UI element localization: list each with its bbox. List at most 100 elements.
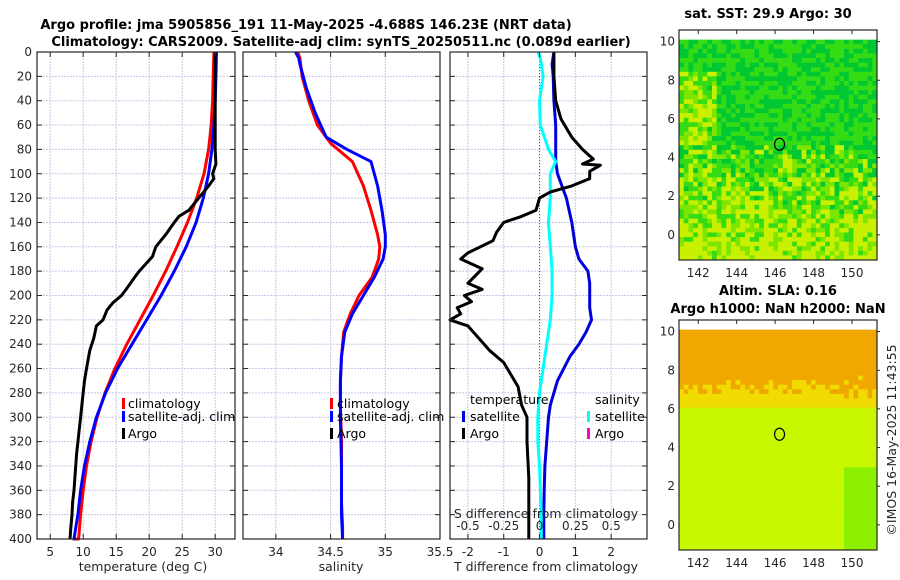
map-cell xyxy=(683,343,689,349)
map-cell xyxy=(796,522,803,528)
map-cell xyxy=(820,384,826,390)
map-cell xyxy=(782,99,788,105)
map-cell xyxy=(834,195,840,201)
map-cell xyxy=(683,357,689,363)
map-cell xyxy=(815,453,821,459)
map-cell xyxy=(730,338,737,344)
map-cell xyxy=(768,490,774,496)
map-cell xyxy=(759,370,765,377)
map-cell xyxy=(872,490,878,496)
map-cell xyxy=(853,237,859,243)
map-cell xyxy=(811,485,817,491)
map-cell xyxy=(806,136,812,142)
map-cell xyxy=(815,149,821,155)
map-cell xyxy=(716,154,722,160)
map-cell xyxy=(712,163,718,169)
map-cell xyxy=(702,430,708,436)
map-cell xyxy=(712,334,718,340)
map-cell xyxy=(782,329,788,335)
map-cell xyxy=(759,232,765,238)
map-cell xyxy=(796,255,803,261)
map-cell xyxy=(834,458,840,464)
map-cell xyxy=(702,439,708,445)
map-cell xyxy=(848,163,854,169)
map-cell xyxy=(754,154,760,160)
map-cell xyxy=(811,200,817,206)
map-cell xyxy=(683,522,689,528)
map-cell xyxy=(801,517,807,523)
map-cell xyxy=(829,227,836,233)
map-cell xyxy=(787,223,793,229)
map-cell xyxy=(693,140,699,146)
map-cell xyxy=(730,476,737,482)
map-cell xyxy=(811,163,817,169)
map-cell xyxy=(778,393,784,400)
map-cell xyxy=(773,536,779,542)
map-cell xyxy=(683,241,689,247)
map-cell xyxy=(707,343,713,349)
map-cell xyxy=(716,481,722,487)
map-cell xyxy=(712,186,718,192)
map-cell xyxy=(707,71,713,77)
map-cell xyxy=(702,181,708,188)
map-cell xyxy=(697,186,704,192)
map-cell xyxy=(707,76,713,82)
map-cell xyxy=(730,237,737,243)
map-cell xyxy=(839,490,845,496)
map-cell xyxy=(726,172,732,178)
map-cell xyxy=(702,338,708,344)
map-cell xyxy=(792,531,798,537)
map-cell xyxy=(726,334,732,340)
map-cell xyxy=(801,94,807,100)
map-cell xyxy=(730,421,737,427)
map-cell xyxy=(867,338,873,344)
map-cell xyxy=(806,370,812,377)
map-cell xyxy=(768,513,774,519)
map-cell xyxy=(693,416,699,422)
map-cell xyxy=(745,517,751,523)
map-cell xyxy=(787,241,793,247)
map-cell xyxy=(693,370,699,377)
map-cell xyxy=(721,94,727,100)
map-cell xyxy=(867,168,873,174)
map-cell xyxy=(768,407,774,413)
map-cell xyxy=(844,191,850,197)
map-cell xyxy=(697,393,704,400)
map-cell xyxy=(801,214,807,220)
map-cell xyxy=(778,71,784,77)
map-cell xyxy=(773,195,779,201)
map-cell xyxy=(801,462,807,468)
map-cell xyxy=(806,186,812,192)
map-cell xyxy=(844,504,850,510)
map-cell xyxy=(815,467,821,473)
map-cell xyxy=(829,80,836,87)
map-cell xyxy=(721,476,727,482)
map-cell xyxy=(721,204,727,211)
map-cell xyxy=(735,540,741,546)
map-cell xyxy=(862,430,869,436)
map-cell xyxy=(697,426,704,432)
map-cell xyxy=(792,435,798,441)
map-cell xyxy=(778,237,784,243)
map-cell xyxy=(768,209,774,215)
map-cell xyxy=(853,352,859,358)
map-cell xyxy=(792,250,798,256)
map-cell xyxy=(834,209,840,215)
map-cell xyxy=(716,159,722,165)
map-cell xyxy=(796,122,803,128)
map-cell xyxy=(811,159,817,165)
map-cell xyxy=(712,490,718,496)
map-cell xyxy=(839,508,845,514)
tick-label-y: 20 xyxy=(17,69,32,83)
map-cell xyxy=(872,536,878,542)
map-cell xyxy=(858,366,864,372)
map-cell xyxy=(872,361,878,367)
map-cell xyxy=(858,393,864,400)
map-cell xyxy=(844,476,850,482)
map-cell xyxy=(853,536,859,542)
map-cell xyxy=(697,398,704,404)
map-cell xyxy=(697,403,704,409)
map-cell xyxy=(778,204,784,211)
tick-label-x: 148 xyxy=(802,556,825,570)
map-cell xyxy=(787,39,793,45)
